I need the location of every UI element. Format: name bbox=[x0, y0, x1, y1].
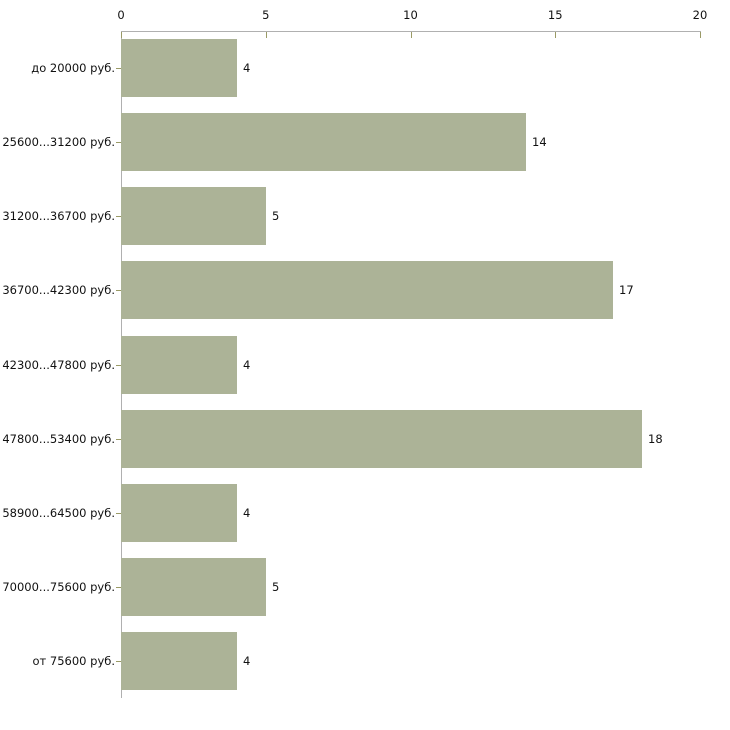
category-label: 31200...36700 руб. bbox=[2, 209, 115, 223]
y-tick-mark bbox=[116, 661, 121, 662]
bar bbox=[121, 187, 266, 245]
category-label: 42300...47800 руб. bbox=[2, 358, 115, 372]
category-label: до 20000 руб. bbox=[31, 61, 115, 75]
x-tick-label: 15 bbox=[547, 8, 563, 22]
x-tick-mark bbox=[121, 32, 122, 38]
bar-value-label: 18 bbox=[648, 432, 663, 446]
y-tick-mark bbox=[116, 439, 121, 440]
bar-value-label: 5 bbox=[272, 209, 280, 223]
y-tick-mark bbox=[116, 513, 121, 514]
category-label: 36700...42300 руб. bbox=[2, 283, 115, 297]
bar-value-label: 14 bbox=[532, 135, 547, 149]
x-tick-label: 20 bbox=[692, 8, 708, 22]
category-label: 58900...64500 руб. bbox=[2, 506, 115, 520]
y-tick-mark bbox=[116, 587, 121, 588]
bar-value-label: 4 bbox=[243, 654, 251, 668]
x-tick-mark bbox=[265, 32, 267, 38]
y-tick-mark bbox=[116, 216, 121, 217]
bar bbox=[121, 113, 526, 171]
bar-value-label: 4 bbox=[243, 358, 251, 372]
bar bbox=[121, 39, 237, 97]
x-tick-mark bbox=[700, 32, 701, 38]
y-tick-mark bbox=[116, 290, 121, 291]
x-tick-label: 10 bbox=[403, 8, 418, 22]
y-tick-mark bbox=[116, 142, 121, 143]
category-label: 47800...53400 руб. bbox=[2, 432, 115, 446]
y-tick-mark bbox=[116, 68, 121, 69]
bar bbox=[121, 336, 237, 394]
x-tick-mark bbox=[555, 32, 557, 38]
x-axis-tick-labels: 0 5 10 15 20 bbox=[0, 8, 730, 24]
category-label: 25600...31200 руб. bbox=[2, 135, 115, 149]
bar bbox=[121, 632, 237, 690]
x-tick-mark bbox=[410, 32, 412, 38]
category-label: 70000...75600 руб. bbox=[2, 580, 115, 594]
bar bbox=[121, 410, 642, 468]
bar-value-label: 4 bbox=[243, 61, 251, 75]
bar bbox=[121, 261, 613, 319]
bar-value-label: 4 bbox=[243, 506, 251, 520]
bar bbox=[121, 558, 266, 616]
y-tick-mark bbox=[116, 365, 121, 366]
category-label: от 75600 руб. bbox=[32, 654, 115, 668]
bar bbox=[121, 484, 237, 542]
x-axis-line bbox=[121, 31, 701, 32]
bar-value-label: 5 bbox=[272, 580, 280, 594]
bar-value-label: 17 bbox=[619, 283, 634, 297]
x-tick-label: 0 bbox=[117, 8, 125, 22]
x-tick-label: 5 bbox=[262, 8, 270, 22]
